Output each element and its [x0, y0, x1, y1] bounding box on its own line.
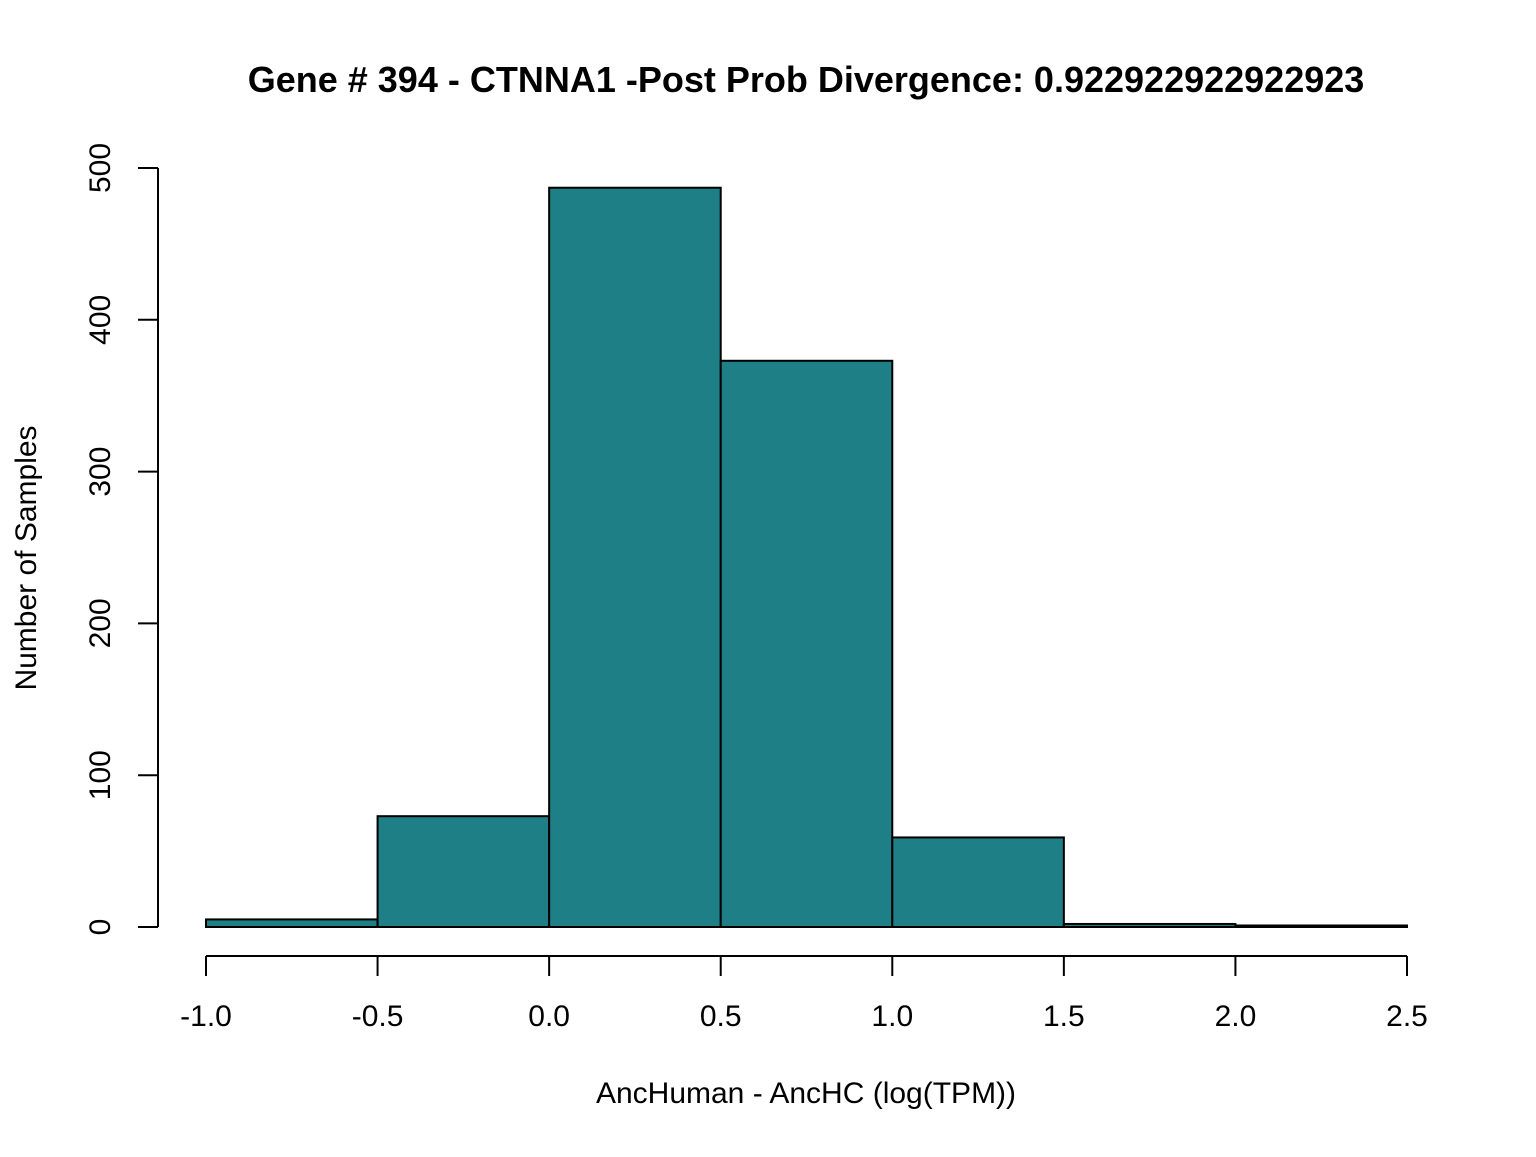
y-tick-label-1: 100 [84, 750, 117, 800]
y-tick-label-5: 500 [84, 143, 117, 193]
bars-group [205, 186, 1409, 928]
y-axis: 0 100 200 300 400 500 [84, 143, 159, 936]
x-tick-label-3: 0.5 [700, 1000, 742, 1033]
x-axis: -1.0 -0.5 0.0 0.5 1.0 1.5 2.0 2.5 [180, 955, 1428, 1033]
y-tick-label-2: 200 [84, 598, 117, 648]
y-tick-label-0: 0 [84, 919, 117, 936]
x-tick-label-5: 1.5 [1043, 1000, 1085, 1033]
x-tick-label-1: -0.5 [352, 1000, 404, 1033]
x-tick-label-2: 0.0 [528, 1000, 570, 1033]
histogram-bar-4 [891, 836, 1065, 928]
histogram-bar-6 [1234, 924, 1409, 928]
y-tick-label-4: 400 [84, 295, 117, 345]
histogram-bar-3 [719, 359, 894, 928]
x-axis-label: AncHuman - AncHC (log(TPM)) [596, 1077, 1016, 1110]
y-tick-label-3: 300 [84, 447, 117, 497]
x-tick-label-7: 2.5 [1386, 1000, 1428, 1033]
y-axis-label: Number of Samples [10, 425, 43, 690]
histogram-bar-0 [205, 918, 379, 928]
histogram-bar-5 [1062, 922, 1237, 928]
x-tick-label-6: 2.0 [1215, 1000, 1257, 1033]
histogram-bar-1 [376, 815, 551, 928]
histogram-bar-2 [548, 186, 722, 928]
x-tick-label-4: 1.0 [871, 1000, 913, 1033]
chart-title: Gene # 394 - CTNNA1 -Post Prob Divergenc… [248, 59, 1365, 100]
x-tick-label-0: -1.0 [180, 1000, 232, 1033]
